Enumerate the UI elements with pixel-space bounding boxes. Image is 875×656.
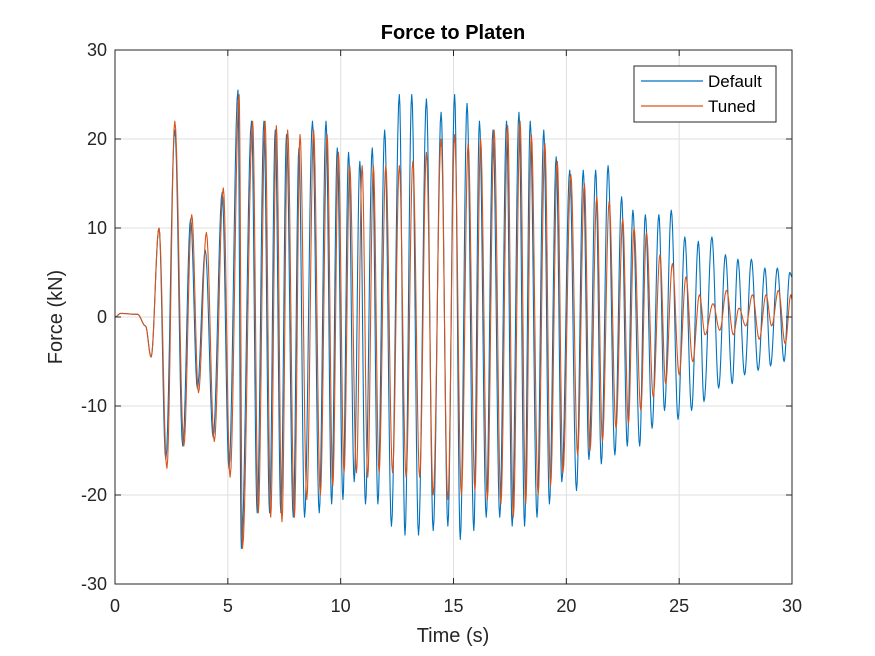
- series-line-default: [114, 89, 793, 549]
- x-tick-label: 15: [443, 596, 463, 616]
- x-tick-label: 20: [556, 596, 576, 616]
- x-tick-label: 30: [782, 596, 802, 616]
- y-tick-label: -10: [81, 396, 107, 416]
- x-tick-label: 10: [331, 596, 351, 616]
- axes: 0 5 10 15 20 25 30 -30 -20 -10 0 10 20 30: [81, 40, 802, 616]
- y-tick-label: 30: [87, 40, 107, 60]
- chart-title: Force to Platen: [381, 22, 525, 44]
- y-tick-label: -20: [81, 485, 107, 505]
- legend-label-default: Default: [708, 72, 762, 91]
- x-tick-labels: 0 5 10 15 20 25 30: [110, 596, 802, 616]
- x-axis-label: Time (s): [417, 625, 490, 647]
- y-tick-label: 20: [87, 129, 107, 149]
- legend: Default Tuned: [633, 65, 777, 123]
- x-tick-label: 5: [223, 596, 233, 616]
- x-tick-label: 25: [669, 596, 689, 616]
- y-tick-label: -30: [81, 574, 107, 594]
- y-tick-label: 0: [97, 307, 107, 327]
- legend-label-tuned: Tuned: [708, 97, 756, 116]
- series-line-tuned: [114, 93, 793, 549]
- x-tick-label: 0: [110, 596, 120, 616]
- y-tick-label: 10: [87, 218, 107, 238]
- y-tick-labels: -30 -20 -10 0 10 20 30: [81, 40, 107, 594]
- series-layer: [114, 89, 793, 549]
- ticks: [114, 49, 793, 585]
- y-axis-label: Force (kN): [45, 270, 67, 364]
- legend-box: [633, 65, 777, 123]
